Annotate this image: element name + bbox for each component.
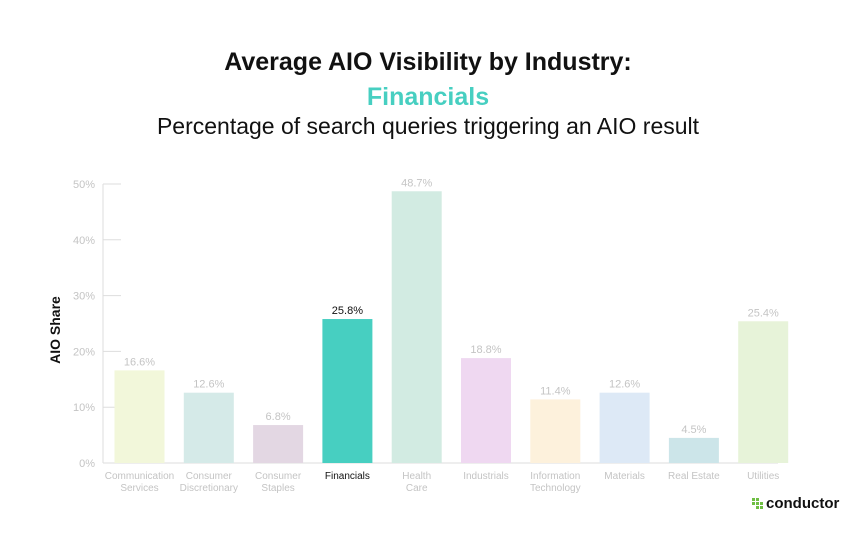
bar xyxy=(599,392,650,463)
x-tick-label: Industrials xyxy=(463,471,509,482)
bar-value-label: 12.6% xyxy=(609,379,640,391)
y-tick-label: 30% xyxy=(73,291,95,303)
bar-value-label: 16.6% xyxy=(124,356,155,368)
x-tick-label: Real Estate xyxy=(668,471,720,482)
bar xyxy=(530,399,581,463)
x-tick-label: Utilities xyxy=(747,471,779,482)
chart-title: Average AIO Visibility by Industry: xyxy=(224,48,632,76)
bar-value-label: 11.4% xyxy=(540,385,571,397)
x-tick-label: Information xyxy=(530,471,580,482)
y-tick-label: 50% xyxy=(73,179,95,191)
x-tick-label: Discretionary xyxy=(180,483,238,494)
x-tick-label: Services xyxy=(120,483,158,494)
y-tick-label: 20% xyxy=(73,346,95,358)
x-tick-label: Technology xyxy=(530,483,581,494)
x-tick-label: Financials xyxy=(325,471,370,482)
bar-value-label: 4.5% xyxy=(681,424,706,436)
x-tick-label: Materials xyxy=(604,471,645,482)
bar xyxy=(461,358,511,463)
y-tick-label: 0% xyxy=(79,458,95,470)
bar-value-label: 25.8% xyxy=(332,305,363,317)
bar xyxy=(183,392,234,463)
bar-value-label: 12.6% xyxy=(193,379,224,391)
bar xyxy=(391,191,442,463)
bar xyxy=(114,370,165,463)
bar-value-label: 25.4% xyxy=(748,307,779,319)
conductor-logo-text: conductor xyxy=(766,495,840,512)
x-tick-label: Care xyxy=(406,483,428,494)
bar-value-label: 6.8% xyxy=(266,411,291,423)
bar xyxy=(738,321,789,463)
conductor-logo-icon xyxy=(752,498,763,509)
y-tick-label: 10% xyxy=(73,402,95,414)
y-axis-title: AIO Share xyxy=(47,296,63,364)
x-tick-label: Staples xyxy=(261,483,294,494)
x-tick-label: Communication xyxy=(105,471,174,482)
bar xyxy=(322,319,373,463)
bar xyxy=(253,425,304,463)
conductor-logo: conductor xyxy=(752,495,839,512)
chart-highlight-title: Financials xyxy=(366,83,490,111)
x-tick-label: Consumer xyxy=(186,471,233,482)
chart-subtitle: Percentage of search queries triggering … xyxy=(156,113,700,139)
bar-value-label: 18.8% xyxy=(470,344,501,356)
y-tick-label: 40% xyxy=(73,235,95,247)
x-tick-label: Consumer xyxy=(255,471,302,482)
bar-value-label: 48.7% xyxy=(401,177,432,189)
x-tick-label: Health xyxy=(402,471,431,482)
bar xyxy=(668,437,719,463)
